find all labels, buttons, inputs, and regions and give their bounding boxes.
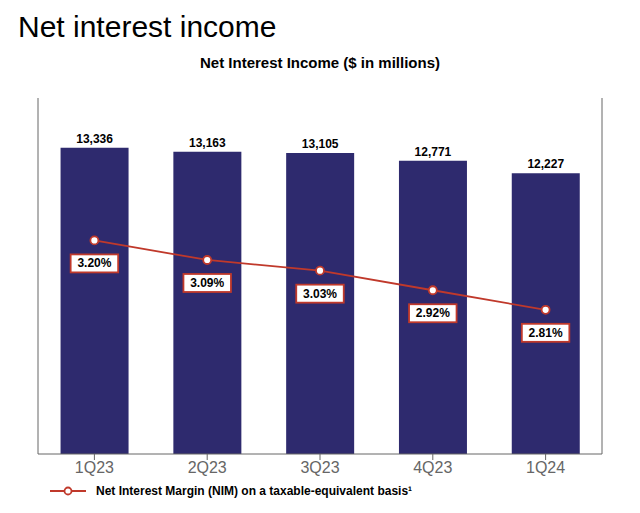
svg-text:3.03%: 3.03%: [303, 287, 337, 301]
html-text:Net interest income: Net interest income: [18, 10, 277, 43]
svg-text:3.20%: 3.20%: [77, 256, 111, 270]
svg-text:2.81%: 2.81%: [529, 326, 563, 340]
svg-text:13,336: 13,336: [76, 132, 113, 146]
svg-text:1Q24: 1Q24: [526, 459, 565, 476]
svg-text:4Q23: 4Q23: [413, 459, 452, 476]
svg-text:3.09%: 3.09%: [190, 276, 224, 290]
html-text:Net Interest Margin (NIM) on a: Net Interest Margin (NIM) on a taxable-e…: [96, 484, 413, 498]
svg-text:12,227: 12,227: [527, 157, 564, 171]
svg-text:13,105: 13,105: [302, 137, 339, 151]
html-text:Net Interest Income ($ in mill: Net Interest Income ($ in millions): [200, 54, 440, 71]
svg-text:2.92%: 2.92%: [416, 306, 450, 320]
svg-text:13,163: 13,163: [189, 136, 226, 150]
svg-text:12,771: 12,771: [415, 145, 452, 159]
svg-text:1Q23: 1Q23: [75, 459, 114, 476]
svg-text:3Q23: 3Q23: [300, 459, 339, 476]
svg-text:2Q23: 2Q23: [188, 459, 227, 476]
